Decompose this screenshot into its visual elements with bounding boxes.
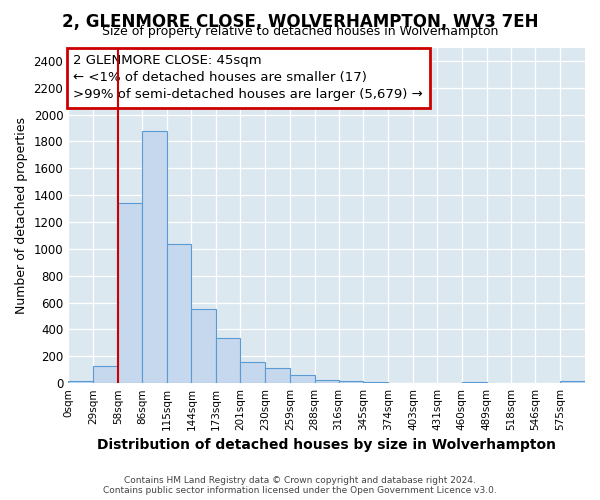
Text: 2, GLENMORE CLOSE, WOLVERHAMPTON, WV3 7EH: 2, GLENMORE CLOSE, WOLVERHAMPTON, WV3 7E… xyxy=(62,12,538,30)
Bar xyxy=(462,382,487,383)
Text: Contains public sector information licensed under the Open Government Licence v3: Contains public sector information licen… xyxy=(103,486,497,495)
Bar xyxy=(240,362,265,383)
Bar xyxy=(314,380,338,383)
Bar xyxy=(142,130,167,383)
Bar xyxy=(265,368,290,383)
Text: Size of property relative to detached houses in Wolverhampton: Size of property relative to detached ho… xyxy=(102,25,498,38)
Bar xyxy=(167,244,191,383)
Text: 2 GLENMORE CLOSE: 45sqm
← <1% of detached houses are smaller (17)
>99% of semi-d: 2 GLENMORE CLOSE: 45sqm ← <1% of detache… xyxy=(73,54,423,101)
Y-axis label: Number of detached properties: Number of detached properties xyxy=(15,117,28,314)
Bar xyxy=(290,375,314,383)
Text: Contains HM Land Registry data © Crown copyright and database right 2024.: Contains HM Land Registry data © Crown c… xyxy=(124,476,476,485)
Bar xyxy=(191,310,216,383)
Bar xyxy=(118,204,142,383)
Bar xyxy=(68,381,93,383)
Bar xyxy=(338,381,364,383)
Bar xyxy=(560,381,585,383)
Bar xyxy=(216,338,240,383)
Bar xyxy=(364,382,388,383)
Bar xyxy=(93,366,118,383)
X-axis label: Distribution of detached houses by size in Wolverhampton: Distribution of detached houses by size … xyxy=(97,438,556,452)
